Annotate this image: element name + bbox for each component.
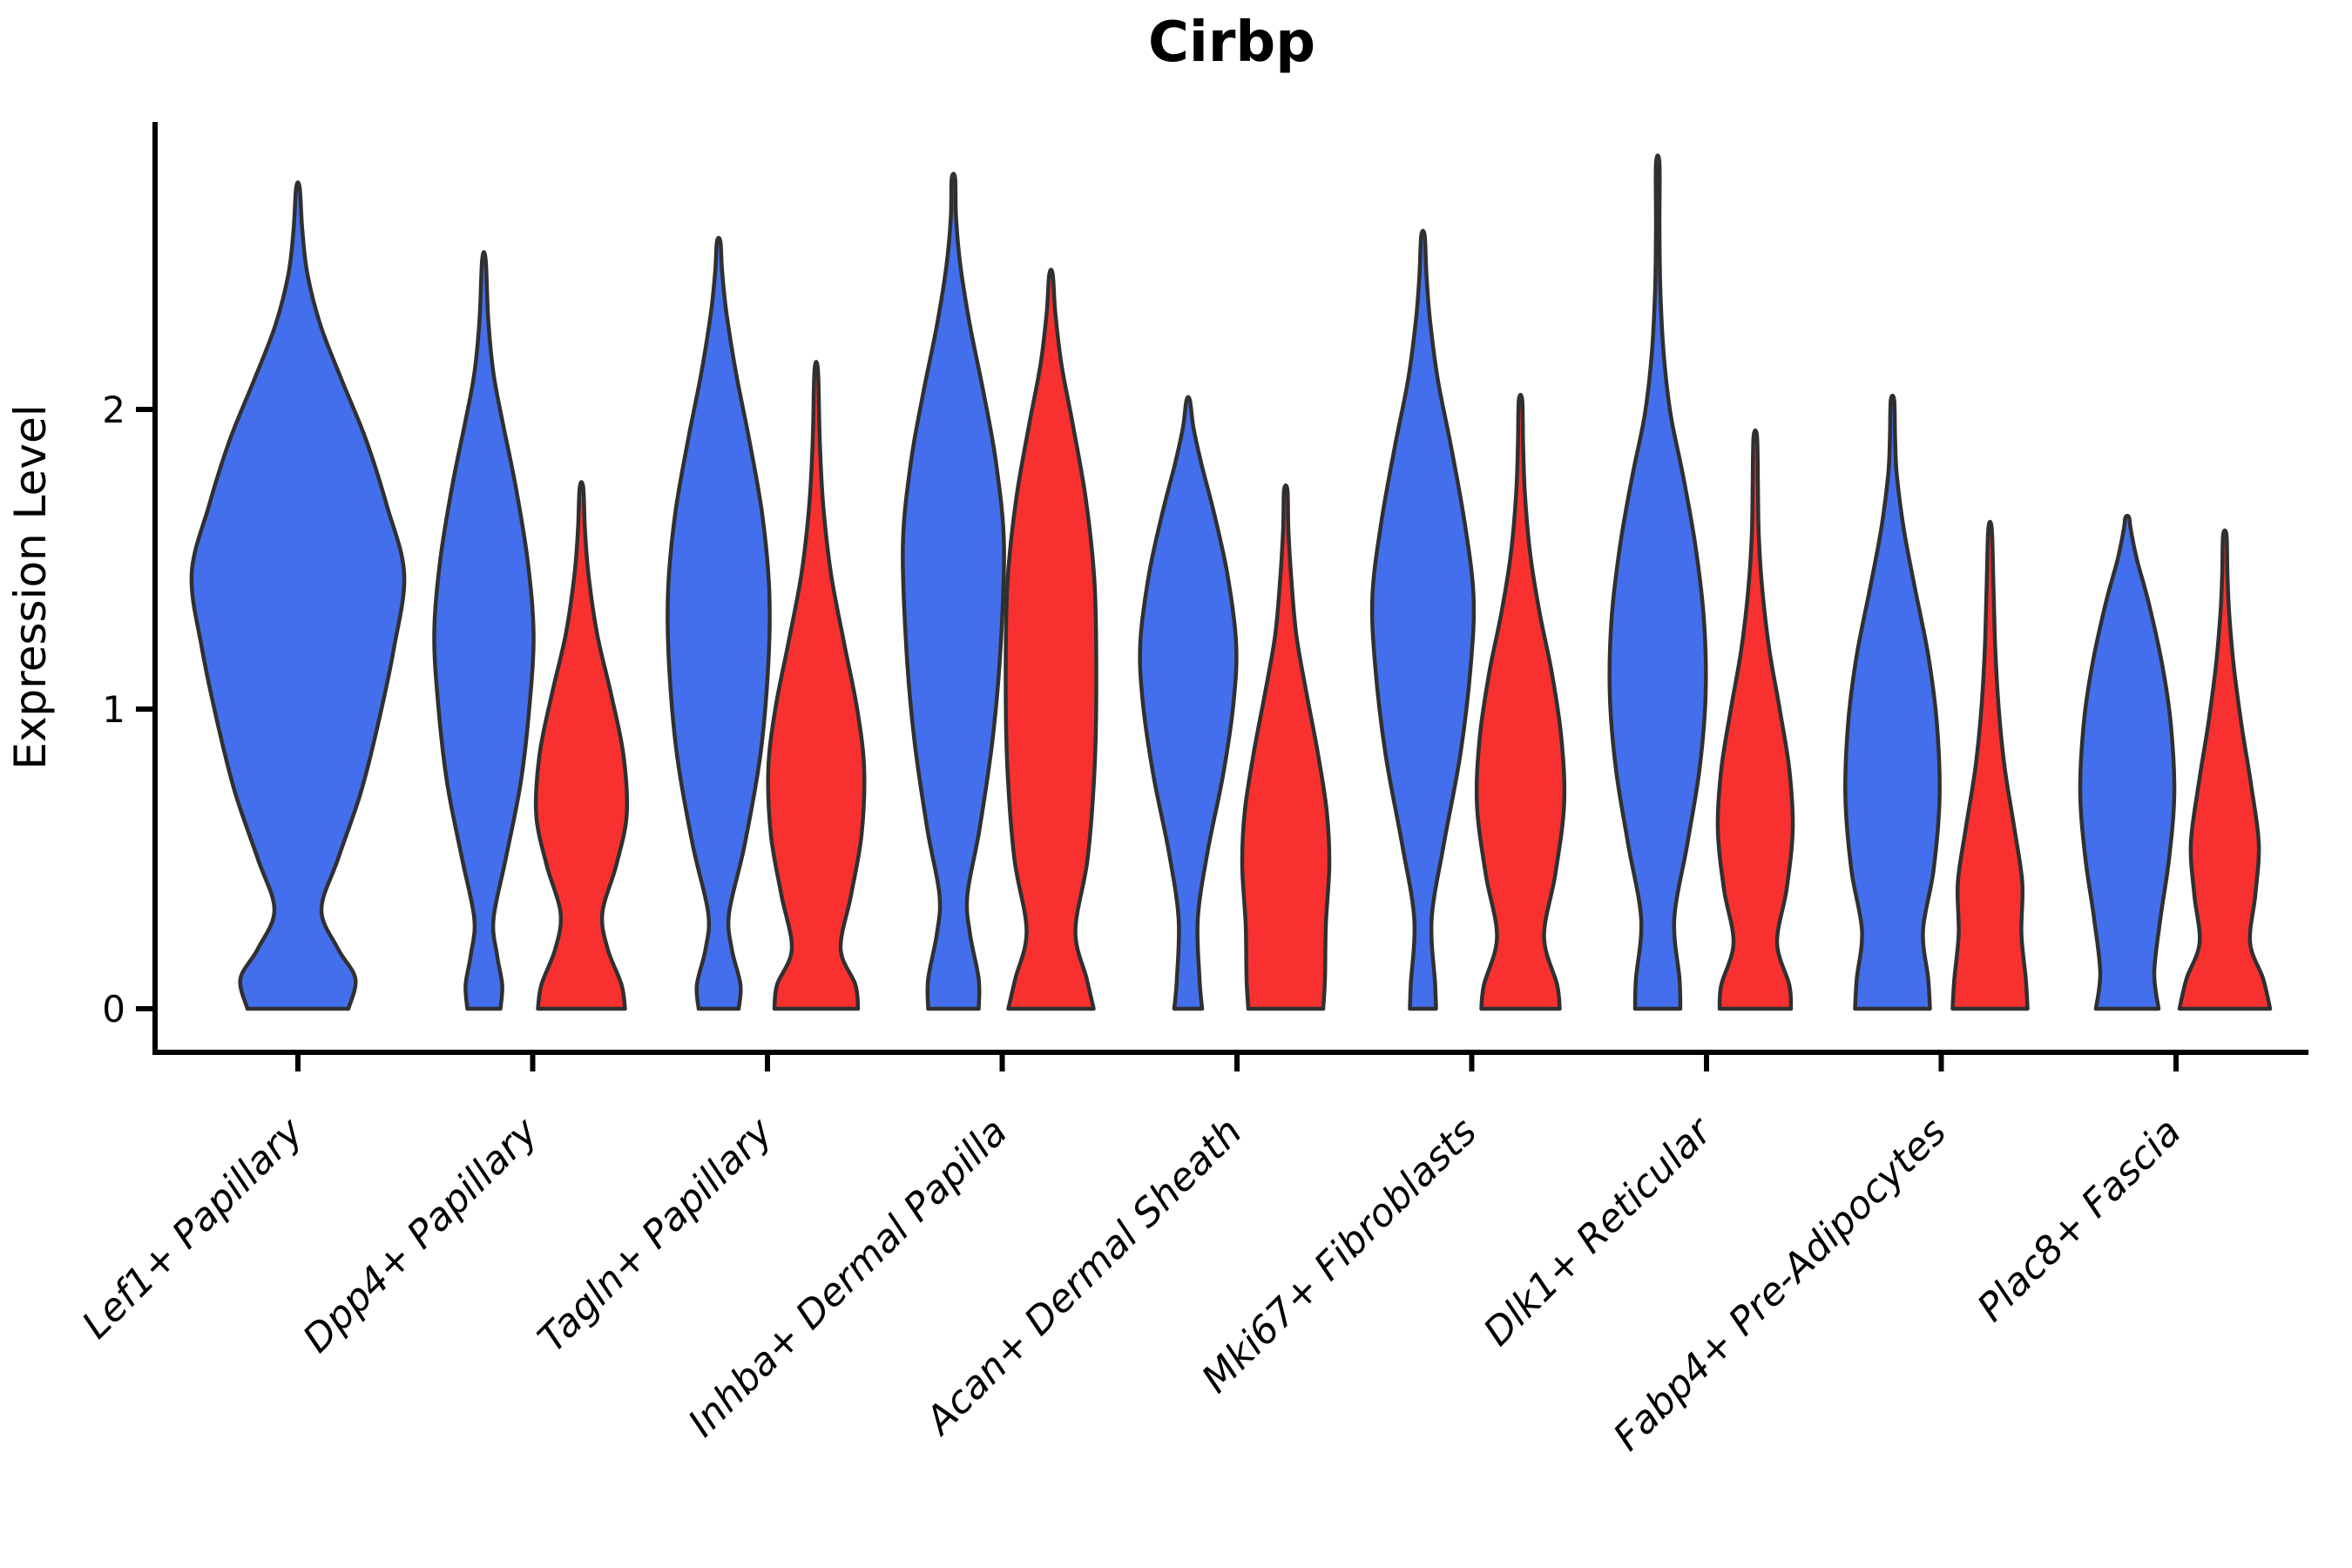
- violin-fabp4-pre-adipocytes-blue: [1843, 393, 1942, 1011]
- y-tick-label: 1: [102, 688, 125, 731]
- violin-tagln-papillary-blue: [666, 235, 772, 1011]
- x-tick-label-tagln-papillary: Tagln+ Papillary: [530, 1109, 781, 1361]
- y-axis-label: Expression Level: [5, 404, 56, 769]
- violin-dlk1-reticular-red: [1715, 428, 1795, 1011]
- violin-acan-dermal-sheath-blue: [1138, 395, 1239, 1011]
- violin-tagln-papillary-red: [766, 360, 867, 1011]
- chart-title: Cirbp: [1148, 10, 1315, 75]
- x-tick-label-dlk1-reticular: Dlk1+ Reticular: [1475, 1108, 1721, 1355]
- violin-dpp4-papillary-red: [533, 480, 630, 1011]
- violin-lef1-papillary-blue: [189, 180, 407, 1011]
- y-tick-label: 0: [102, 988, 125, 1031]
- violin-dpp4-papillary-blue: [432, 250, 536, 1011]
- violin-fabp4-pre-adipocytes-red: [1950, 519, 2030, 1011]
- x-tick-label-plac8-fascia: Plac8+ Fascia: [1969, 1110, 2189, 1330]
- violin-plac8-fascia-blue: [2078, 513, 2177, 1011]
- violin-inhba-dermal-papilla-red: [1004, 267, 1098, 1011]
- x-tick-label-dpp4-papillary: Dpp4+ Papillary: [294, 1109, 547, 1362]
- violin-dlk1-reticular-blue: [1607, 153, 1708, 1011]
- y-tick-label: 2: [102, 389, 125, 431]
- x-tick-label-lef1-papillary: Lef1+ Papillary: [74, 1109, 313, 1348]
- violin-mki67-fibroblasts-blue: [1369, 228, 1477, 1011]
- violin-acan-dermal-sheath-red: [1240, 483, 1332, 1011]
- violin-plac8-fascia-red: [2177, 528, 2273, 1011]
- violin-mki67-fibroblasts-red: [1474, 393, 1567, 1011]
- violin-inhba-dermal-papilla-blue: [901, 172, 1006, 1011]
